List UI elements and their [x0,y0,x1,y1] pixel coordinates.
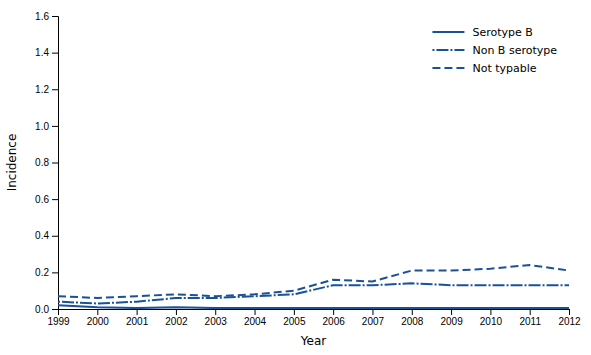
x-tick-label: 2007 [362,316,385,327]
x-tick: 2012 [558,309,581,327]
x-tick-label: 2005 [283,316,306,327]
legend-swatch [432,31,464,33]
x-tick-label: 2010 [480,316,503,327]
plot: 1999 2000 2001 2002 2003 2004 2005 2006 2007 2008… [35,11,581,327]
x-tick: 1999 [47,309,70,327]
legend-item: Non B serotype [432,44,557,57]
y-tick-mark [52,236,58,237]
legend-swatch [432,49,464,51]
x-tick-label: 2006 [323,316,346,327]
y-axis: 0.0 0.2 0.4 0.6 0.8 1.0 1.2 1.4 1.6 [35,11,58,315]
y-tick-mark [52,272,58,273]
x-tick: 2000 [87,309,110,327]
y-tick: 0.4 [35,230,58,241]
y-tick-label: 0.0 [35,304,49,315]
y-tick: 0.6 [35,194,58,205]
legend-label: Not typable [472,62,536,75]
x-tick: 2001 [126,309,149,327]
x-tick-mark [451,309,452,315]
y-tick-mark [52,163,58,164]
x-tick-mark [412,309,413,315]
x-tick-mark [569,309,570,315]
y-tick-mark [52,309,58,310]
y-tick: 1.6 [35,11,58,22]
x-tick: 2008 [401,309,424,327]
series-line [58,283,569,303]
x-tick-label: 2012 [558,316,581,327]
x-tick: 2005 [283,309,306,327]
y-tick-label: 1.2 [35,84,49,95]
legend-swatch [432,67,464,69]
x-tick: 2004 [244,309,267,327]
y-tick-mark [52,53,58,54]
x-tick-label: 2004 [244,316,267,327]
y-tick-mark [52,126,58,127]
chart: 1999 2000 2001 2002 2003 2004 2005 2006 2007 2008… [0,0,591,355]
x-tick: 2007 [362,309,385,327]
x-tick-label: 2009 [440,316,463,327]
x-tick: 2011 [519,309,541,327]
x-tick-mark [372,309,373,315]
y-tick: 1.4 [35,47,58,58]
x-tick: 2003 [205,309,228,327]
x-tick-mark [255,309,256,315]
x-tick-label: 2011 [519,316,541,327]
y-tick-label: 0.4 [35,230,49,241]
lines [58,265,569,308]
y-tick-label: 1.0 [35,121,49,132]
y-tick: 0.8 [35,157,58,168]
y-tick-mark [52,16,58,17]
y-axis-title: Incidence [5,134,19,192]
x-tick: 2009 [440,309,463,327]
legend-label: Serotype B [472,26,532,39]
x-tick-mark [97,309,98,315]
x-tick: 2010 [480,309,503,327]
x-tick-mark [215,309,216,315]
x-tick-mark [294,309,295,315]
y-tick-label: 0.2 [35,267,49,278]
x-tick-label: 2002 [165,316,188,327]
y-tick-label: 1.4 [35,47,49,58]
y-tick: 0.0 [35,304,58,315]
legend-label: Non B serotype [472,44,557,57]
y-axis-line [52,17,59,310]
x-tick-label: 2003 [205,316,228,327]
x-tick: 2006 [323,309,346,327]
legend-item: Not typable [432,62,536,75]
x-tick-mark [490,309,491,315]
y-tick-label: 0.6 [35,194,49,205]
x-tick-label: 2001 [126,316,149,327]
x-tick-label: 1999 [47,316,70,327]
y-tick-mark [52,89,58,90]
x-axis-title: Year [300,334,326,348]
x-tick-mark [333,309,334,315]
x-axis: 1999 2000 2001 2002 2003 2004 2005 2006 2007 2008… [47,309,581,327]
legend-item: Serotype B [432,26,532,39]
x-tick-mark [530,309,531,315]
y-tick-label: 0.8 [35,157,49,168]
x-tick: 2002 [165,309,188,327]
x-tick-label: 2008 [401,316,424,327]
y-tick: 1.2 [35,84,58,95]
x-tick-mark [137,309,138,315]
series-line [58,265,569,298]
x-tick-mark [176,309,177,315]
x-axis-line [59,310,570,316]
y-tick-mark [52,199,58,200]
legend: Serotype B Non B serotype Not typable [432,26,557,75]
y-tick-label: 1.6 [35,11,49,22]
y-tick: 1.0 [35,121,58,132]
x-tick-label: 2000 [87,316,110,327]
y-tick: 0.2 [35,267,58,278]
series-line [58,305,569,308]
